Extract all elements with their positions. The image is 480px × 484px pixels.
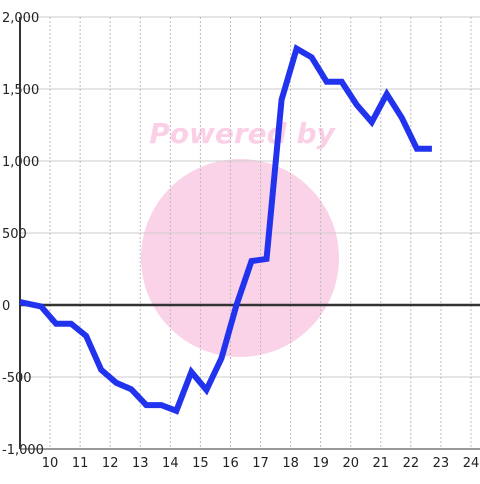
y-tick-label: -500 — [2, 371, 32, 386]
y-tick-label: -1,000 — [2, 443, 44, 458]
y-tick-label: 0 — [2, 299, 10, 314]
x-tick-label: 16 — [222, 456, 239, 471]
watermark: Powered by — [149, 117, 336, 150]
x-tick-label: 22 — [403, 456, 420, 471]
x-tick-label: 12 — [102, 456, 119, 471]
x-tick-label: 14 — [162, 456, 179, 471]
x-tick-label: 13 — [132, 456, 149, 471]
x-tick-label: 19 — [312, 456, 329, 471]
x-tick-label: 15 — [192, 456, 209, 471]
y-tick-label: 500 — [2, 227, 27, 242]
x-tick-label: 23 — [433, 456, 450, 471]
x-tick-label: 18 — [282, 456, 299, 471]
x-tick-label: 24 — [463, 456, 480, 471]
x-tick-label: 20 — [342, 456, 359, 471]
watermark-logo — [141, 159, 339, 357]
x-tick-label: 17 — [252, 456, 269, 471]
x-tick-label: 11 — [72, 456, 89, 471]
x-tick-label: 21 — [373, 456, 390, 471]
x-tick-label: 10 — [42, 456, 59, 471]
line — [19, 44, 432, 415]
